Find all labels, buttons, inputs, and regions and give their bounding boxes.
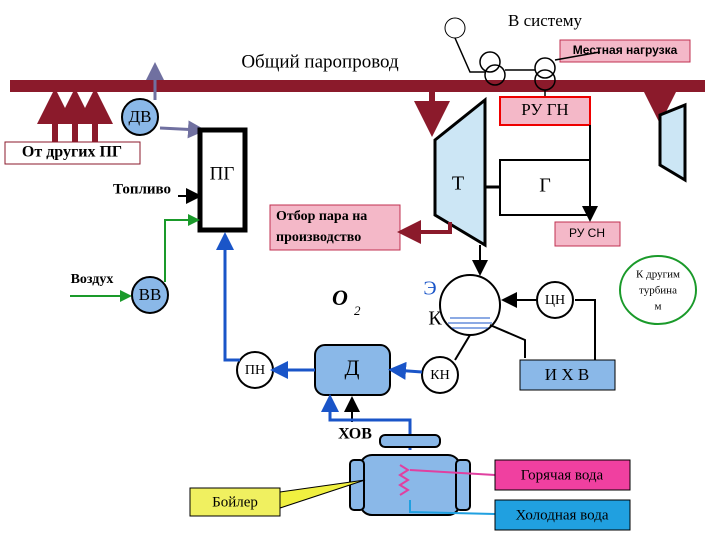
label: От других ПГ [22, 144, 122, 161]
label: Бойлер [212, 494, 258, 510]
label: КН [430, 368, 449, 383]
coil [398, 464, 410, 496]
line [575, 299, 596, 360]
kn [421, 356, 459, 394]
label: Топливо [113, 181, 171, 197]
line [388, 361, 423, 380]
dv-arrow [159, 120, 206, 139]
label: Холодная вода [515, 507, 608, 523]
label: турбина [639, 285, 677, 297]
label: ПН [245, 363, 265, 378]
box [559, 39, 691, 63]
boiler-unit [349, 434, 471, 516]
label: О [332, 285, 348, 310]
label: Д [344, 355, 359, 380]
label: Э [423, 278, 436, 300]
box [494, 499, 631, 531]
box [269, 204, 401, 251]
label: м [655, 301, 662, 313]
line [489, 324, 526, 358]
line [409, 500, 496, 515]
line [409, 469, 496, 476]
label: Т [452, 173, 464, 195]
label: Воздух [71, 272, 114, 287]
label: И Х В [545, 365, 589, 384]
label: Отбор пара на [276, 209, 367, 224]
label: ПГ [210, 163, 235, 184]
label: В систему [508, 11, 583, 30]
transformers [454, 37, 601, 100]
box [189, 487, 281, 517]
label: ХОВ [338, 426, 372, 443]
label: Г [539, 175, 551, 197]
label: ВВ [139, 285, 162, 304]
label: ДВ [129, 107, 152, 126]
label: Горячая вода [521, 467, 604, 483]
line [454, 334, 471, 361]
other-turbine [658, 102, 687, 183]
box [499, 96, 591, 126]
vv [131, 276, 169, 314]
dv [121, 98, 159, 136]
turbine [433, 96, 487, 248]
box [4, 141, 141, 165]
box [519, 359, 616, 391]
label: 2 [354, 303, 361, 318]
label: К другим [636, 269, 680, 281]
label: производство [276, 230, 361, 245]
steam-header [10, 80, 705, 92]
note [619, 255, 697, 325]
label: К [428, 308, 442, 330]
air-line [164, 214, 200, 282]
pg [197, 127, 248, 233]
label: РУ ГН [521, 100, 568, 119]
condenser-water [448, 317, 492, 329]
label: Местная нагрузка [573, 43, 678, 57]
system-symbol [444, 17, 466, 39]
box [494, 459, 631, 491]
label: Общий паропровод [241, 51, 399, 72]
label: ЦН [545, 293, 565, 308]
extraction-arrow [397, 220, 452, 244]
label: РУ СН [569, 226, 605, 240]
box [554, 221, 621, 247]
line [216, 232, 240, 362]
